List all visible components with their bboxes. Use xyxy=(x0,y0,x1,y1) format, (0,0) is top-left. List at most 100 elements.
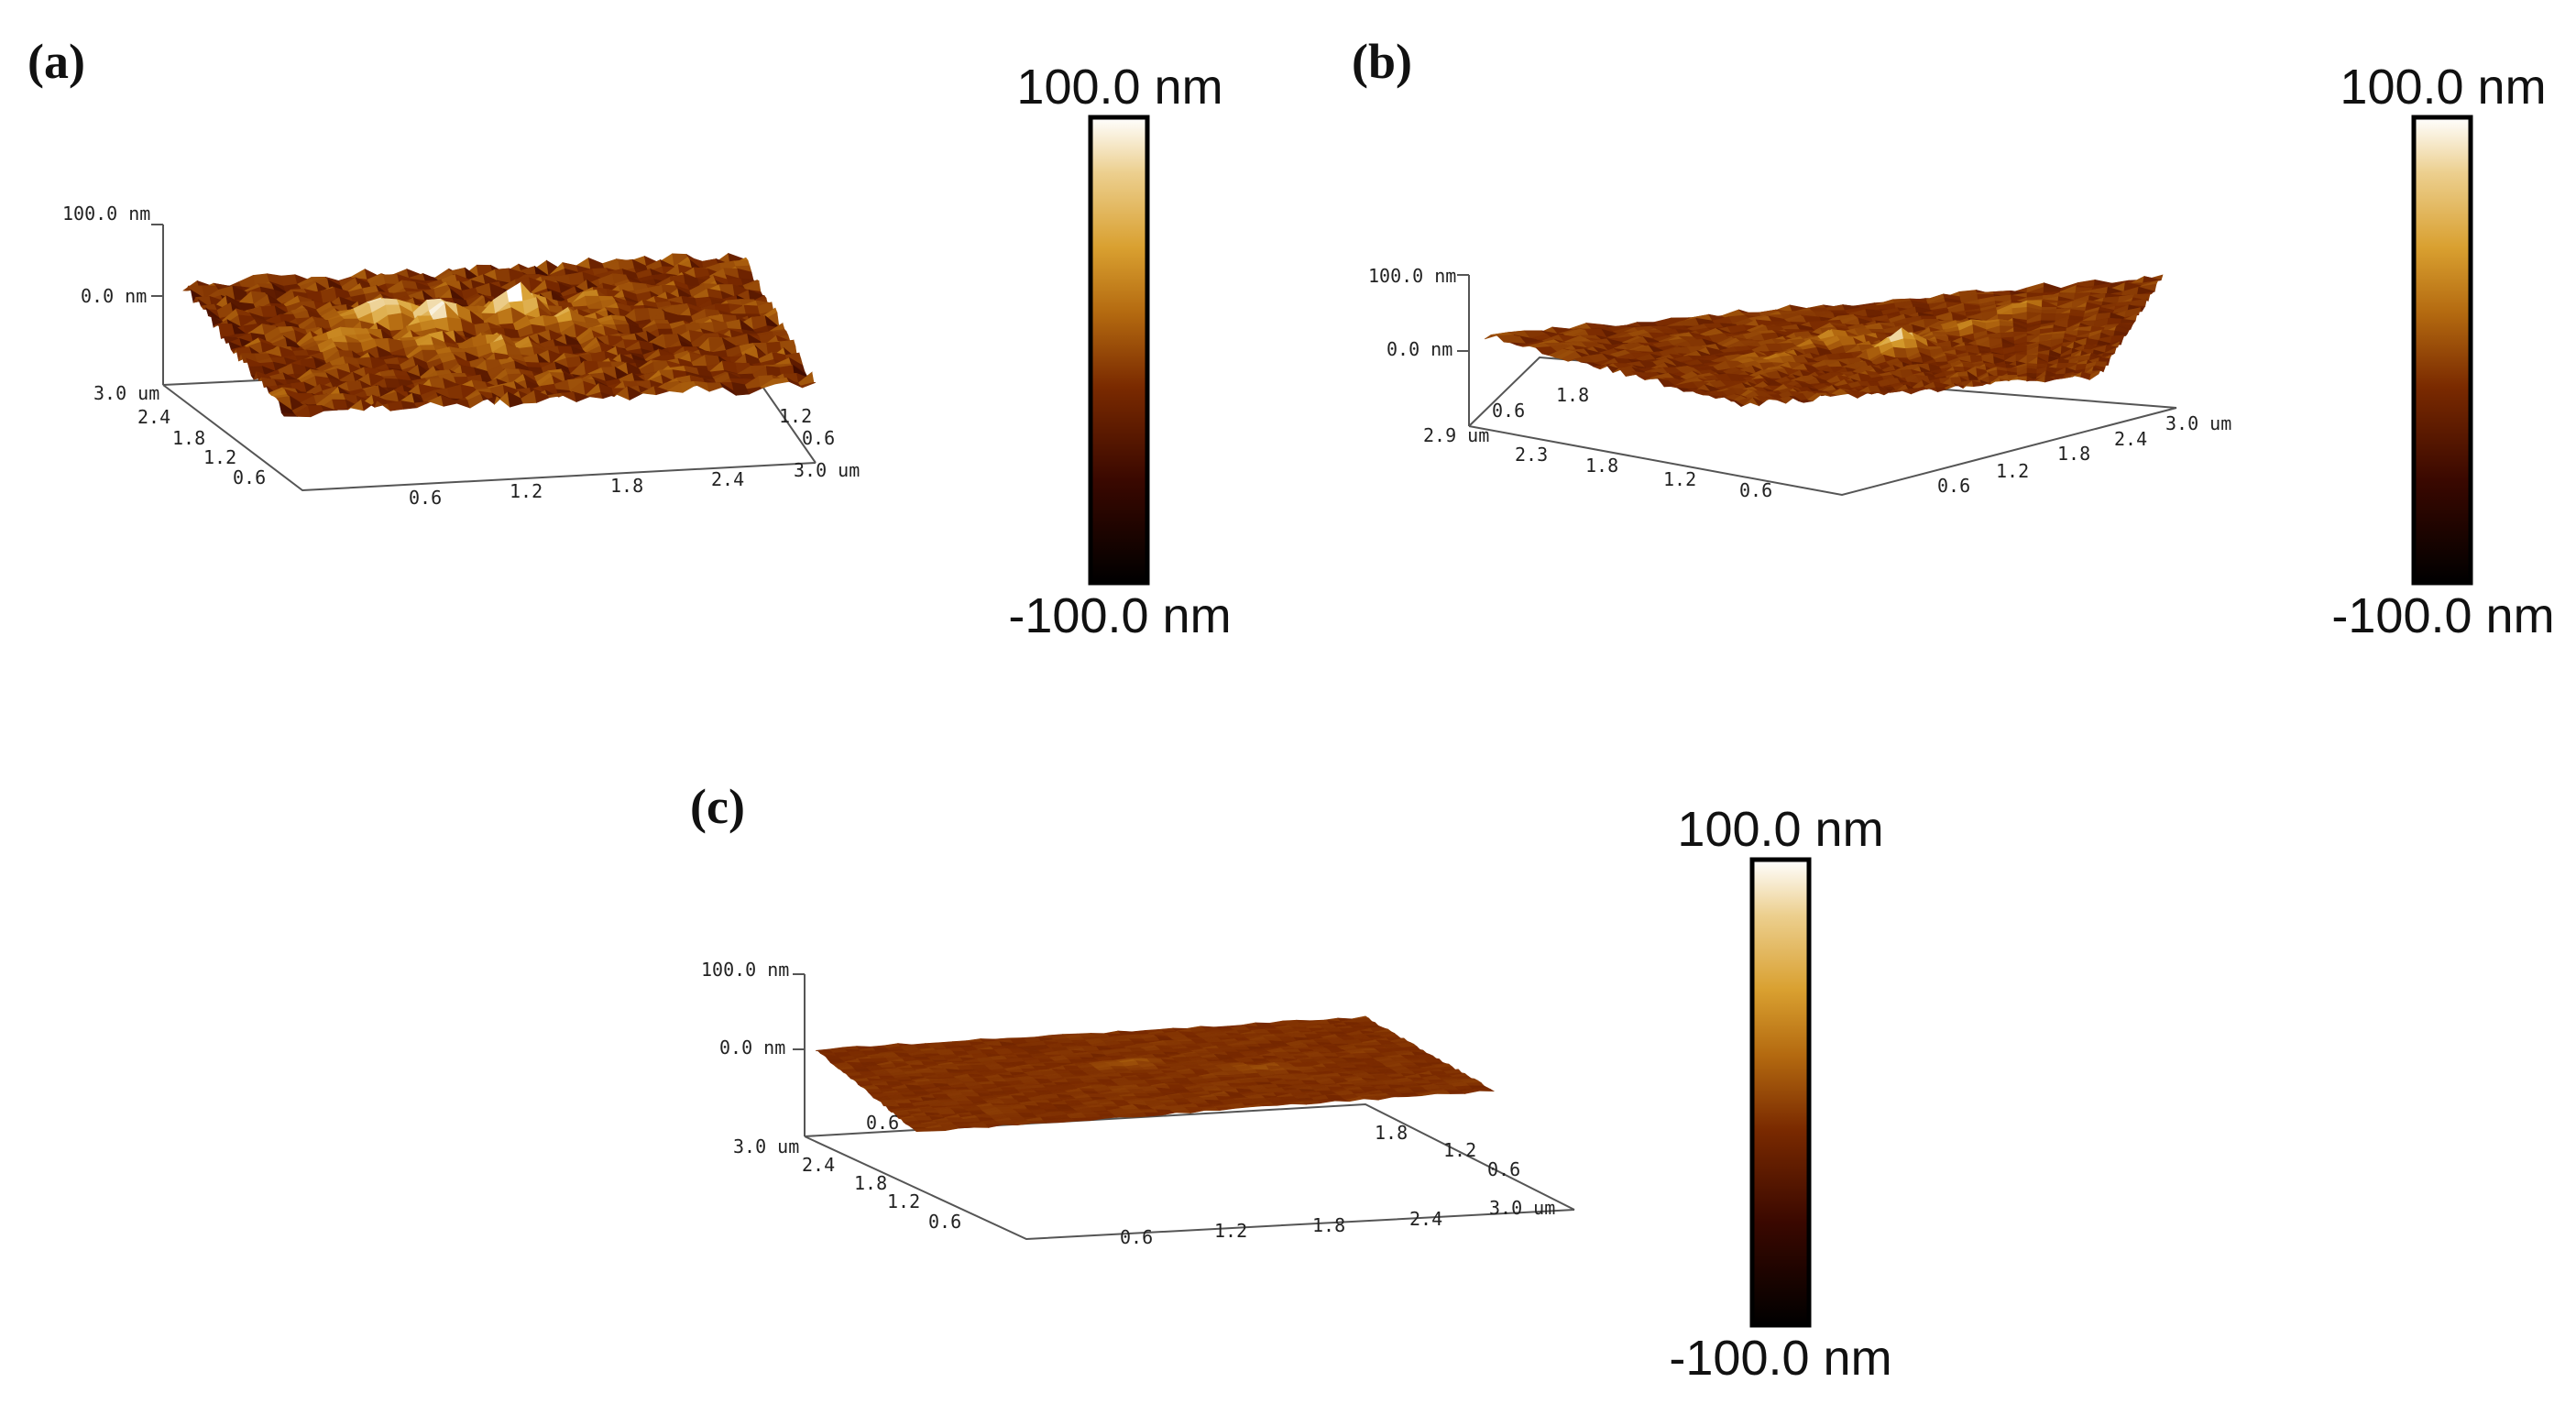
panel-a-colorbar xyxy=(1091,117,1147,583)
panel-b-label: (b) xyxy=(1352,34,1412,89)
surface-facet xyxy=(525,362,543,368)
panel-c-back-tick: 0.6 xyxy=(1487,1158,1520,1180)
surface-facet xyxy=(653,319,671,324)
surface-facet xyxy=(557,346,575,355)
surface-facet xyxy=(733,259,751,268)
panel-a: (a) 100.0 nm 0.0 nm 3.0 um 2.4 1.8 1.2 0… xyxy=(27,34,1232,643)
panel-b-x-tick: 1.2 xyxy=(1996,460,2029,482)
panel-a-y-tick: 1.8 xyxy=(172,427,205,449)
surface-facet xyxy=(260,305,279,318)
panel-c-y-tick: 3.0 um xyxy=(733,1135,799,1157)
surface-facet xyxy=(743,304,761,315)
surface-facet xyxy=(1808,307,1829,312)
panel-c-back-tick: 0.6 xyxy=(866,1112,899,1134)
panel-a-base-front xyxy=(162,384,817,492)
panel-b-back-tick: 0.6 xyxy=(1492,400,1525,422)
panel-c-scale-top: 100.0 nm xyxy=(1677,802,1883,857)
panel-c-x-tick: 3.0 um xyxy=(1489,1197,1555,1219)
panel-c-y-tick: 1.2 xyxy=(887,1190,920,1212)
panel-a-surface xyxy=(182,252,817,418)
panel-a-z-top: 100.0 nm xyxy=(62,203,150,225)
panel-a-scale-top: 100.0 nm xyxy=(1016,60,1222,115)
panel-b-surface xyxy=(1484,274,2164,408)
panel-a-x-tick: 1.2 xyxy=(510,480,543,502)
surface-facet xyxy=(1465,1081,1485,1087)
surface-facet xyxy=(1215,1107,1234,1112)
panel-b-base-front xyxy=(1468,407,2177,497)
panel-b-x-tick: 3.0 um xyxy=(2165,412,2231,434)
surface-facet xyxy=(451,373,468,378)
panel-c-z-zero: 0.0 nm xyxy=(719,1037,785,1058)
surface-facet xyxy=(292,349,310,356)
panel-b-back-tick: 1.8 xyxy=(1556,384,1589,406)
panel-b-z-top: 100.0 nm xyxy=(1368,265,1456,287)
panel-b-x-tick: 0.6 xyxy=(1937,475,1970,497)
surface-facet xyxy=(693,380,710,392)
surface-facet xyxy=(1375,1095,1394,1101)
panel-c-x-tick: 0.6 xyxy=(1120,1226,1153,1248)
panel-a-x-tick: 0.6 xyxy=(409,487,442,509)
panel-c-back-tick: 1.2 xyxy=(1443,1139,1476,1161)
panel-a-label: (a) xyxy=(27,34,85,89)
surface-facet xyxy=(2088,369,2101,381)
surface-facet xyxy=(799,382,817,389)
surface-facet xyxy=(560,391,577,403)
panel-a-back-tick: 1.2 xyxy=(779,405,812,427)
surface-facet xyxy=(1957,371,1969,378)
panel-a-y-tick: 3.0 um xyxy=(93,382,159,404)
panel-c-colorbar xyxy=(1752,860,1809,1325)
surface-facet xyxy=(2017,376,2028,381)
surface-facet xyxy=(329,393,346,400)
panel-a-x-tick: 3.0 um xyxy=(794,459,860,481)
surface-facet xyxy=(915,1116,934,1122)
panel-a-y-tick: 1.2 xyxy=(203,446,236,468)
panel-c-y-tick: 1.8 xyxy=(854,1172,887,1194)
panel-b: (b) 100.0 nm 0.0 nm 2.9 um 2.3 1.8 1.2 0… xyxy=(1352,34,2555,643)
panel-c-y-tick: 2.4 xyxy=(802,1154,835,1176)
panel-b-y-tick: 1.2 xyxy=(1663,468,1696,490)
panel-c-x-tick: 1.8 xyxy=(1312,1214,1345,1236)
surface-facet xyxy=(913,1128,932,1132)
panel-c: (c) 100.0 nm 0.0 nm 3.0 um 2.4 1.8 1.2 0… xyxy=(690,779,1892,1386)
surface-facet xyxy=(419,345,437,351)
surface-facet xyxy=(1187,1109,1207,1113)
panel-c-z-top: 100.0 nm xyxy=(701,959,789,981)
panel-b-base-back xyxy=(1468,356,2177,427)
panel-c-x-tick: 1.2 xyxy=(1214,1220,1247,1242)
panel-b-scale-bottom: -100.0 nm xyxy=(2331,588,2554,643)
surface-facet xyxy=(1902,338,1919,349)
surface-facet xyxy=(388,313,405,332)
panel-c-x-tick: 2.4 xyxy=(1409,1208,1442,1230)
surface-facet xyxy=(773,377,790,385)
panel-b-y-tick: 1.8 xyxy=(1585,455,1618,477)
surface-facet xyxy=(2041,313,2056,322)
surface-facet xyxy=(307,405,324,418)
panel-a-x-tick: 2.4 xyxy=(711,468,744,490)
panel-c-y-tick: 0.6 xyxy=(928,1211,961,1233)
surface-facet xyxy=(587,257,606,270)
panel-b-x-tick: 1.8 xyxy=(2057,443,2090,465)
surface-facet xyxy=(655,323,673,330)
surface-facet xyxy=(680,380,696,393)
panel-c-back-tick: 1.8 xyxy=(1375,1122,1408,1144)
panel-a-y-tick: 2.4 xyxy=(137,406,170,428)
panel-b-scale-top: 100.0 nm xyxy=(2340,60,2546,115)
surface-facet xyxy=(942,1125,960,1132)
surface-facet xyxy=(707,382,723,392)
panel-b-y-tick: 0.6 xyxy=(1739,479,1772,501)
panel-a-back-tick: 0.6 xyxy=(802,427,835,449)
panel-b-y-tick: 2.9 um xyxy=(1423,424,1489,446)
surface-facet xyxy=(1932,331,1948,335)
panel-c-base-front xyxy=(804,1135,1575,1241)
panel-a-y-tick: 0.6 xyxy=(233,466,266,488)
panel-b-y-tick: 2.3 xyxy=(1515,444,1548,466)
surface-facet xyxy=(2014,346,2028,353)
surface-facet xyxy=(1475,1089,1496,1091)
panel-b-colorbar xyxy=(2414,117,2471,583)
panel-c-label: (c) xyxy=(690,779,745,834)
surface-facet xyxy=(505,367,522,375)
surface-facet xyxy=(454,400,471,409)
panel-c-scale-bottom: -100.0 nm xyxy=(1669,1331,1891,1386)
panel-b-z-zero: 0.0 nm xyxy=(1387,338,1452,360)
